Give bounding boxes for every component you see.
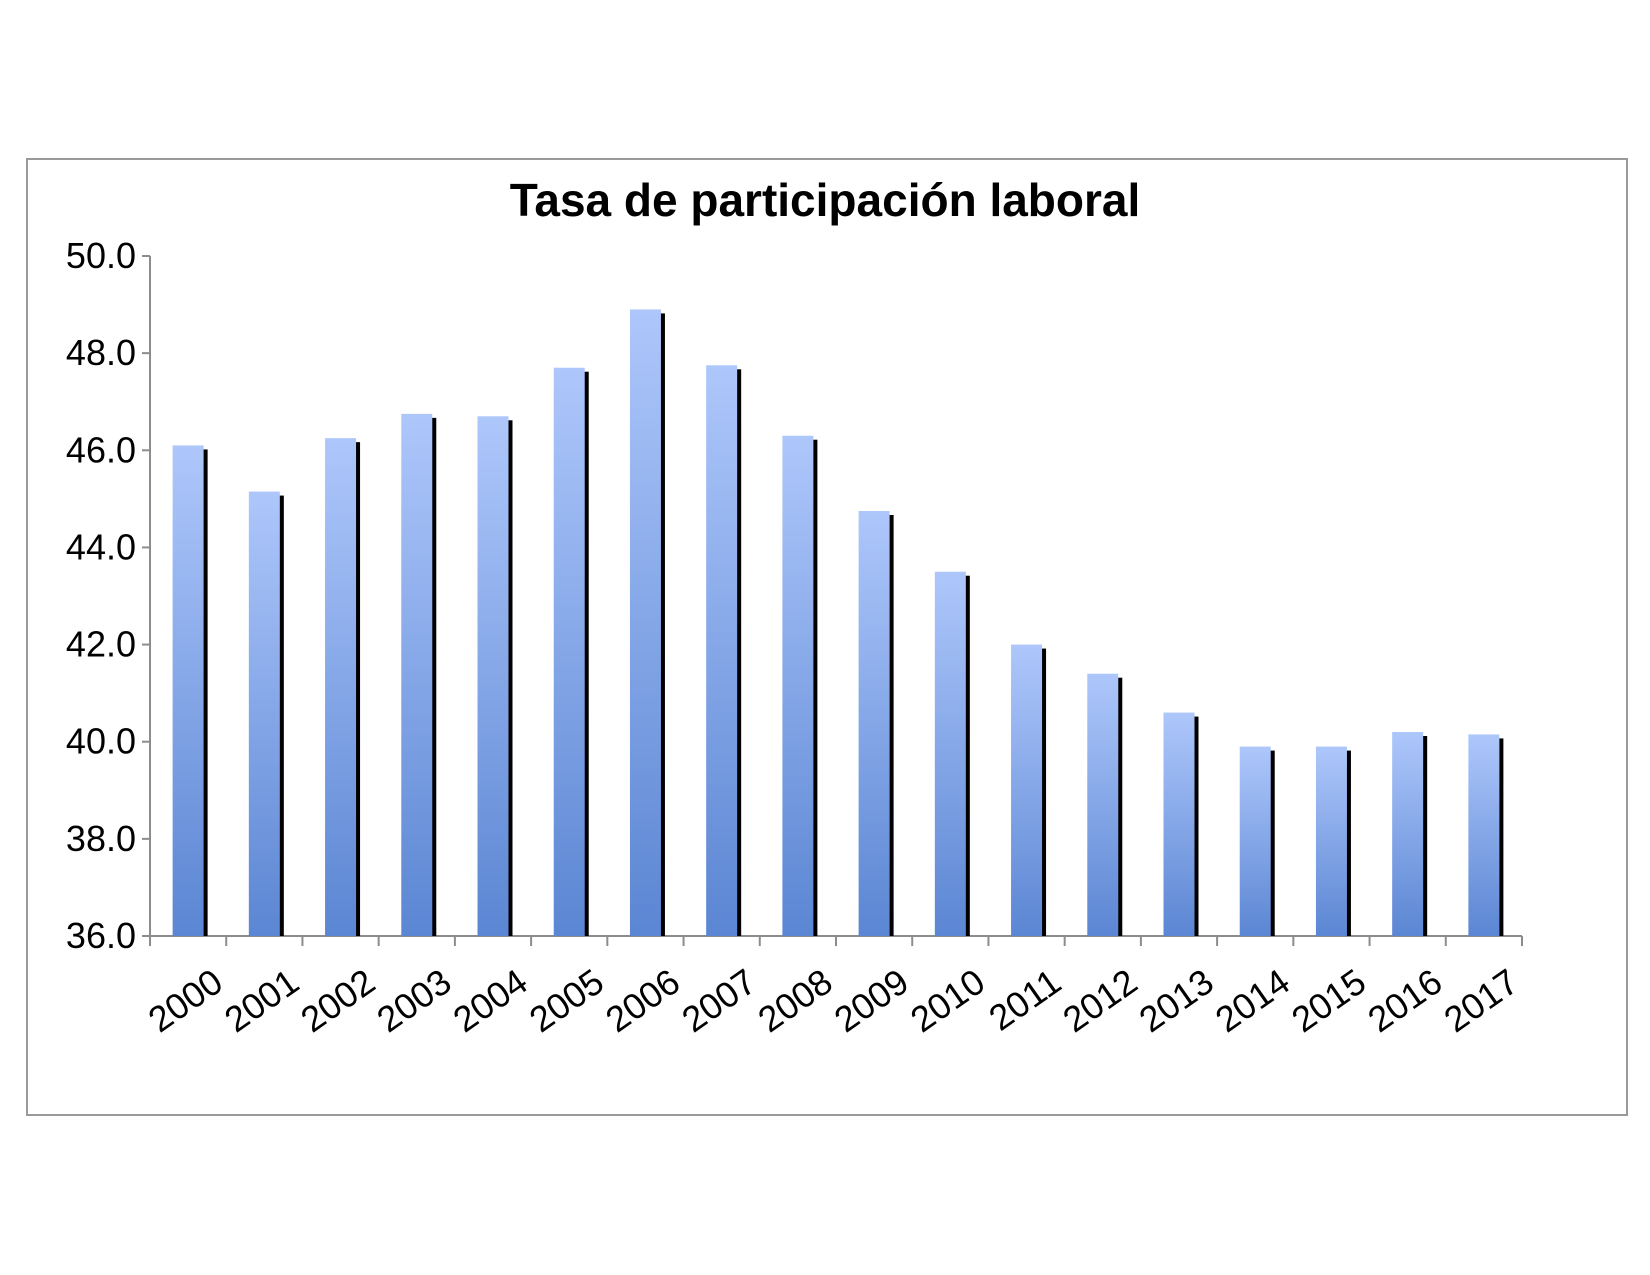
chart-title: Tasa de participación laboral [510,174,1141,226]
bar-2010 [934,571,966,936]
chart-frame: Tasa de participación laboral 36.0 38.0 40… [26,158,1628,1116]
x-tick-label: 2004 [446,961,535,1041]
x-tick-label: 2016 [1360,961,1449,1041]
bar-2000 [172,445,204,936]
y-tick-label: 42.0 [66,624,136,665]
x-tick-label: 2003 [369,961,458,1041]
bar-2012 [1087,673,1119,936]
x-tick-label: 2012 [1055,961,1144,1041]
x-tick-label: 2011 [981,961,1068,1039]
bar-2016 [1392,732,1424,936]
bar-2002 [325,438,357,936]
x-tick-label: 2010 [903,961,992,1041]
bar-2007 [706,365,738,936]
y-tick-label: 50.0 [66,235,136,276]
x-tick-label: 2005 [522,961,611,1041]
bar-2015 [1315,746,1347,936]
bar-2009 [858,511,890,936]
bar-2017 [1468,734,1500,936]
x-tick-label: 2002 [293,961,382,1041]
y-tick-label: 48.0 [66,332,136,373]
bar-2013 [1163,712,1195,936]
y-axis: 36.0 38.0 40.0 42.0 44.0 46.0 48.0 50.0 [66,235,151,956]
bar-2005 [553,367,585,936]
x-tick-label: 2014 [1208,961,1297,1041]
x-tick-label: 2009 [827,961,916,1041]
x-tick-label: 2000 [141,961,230,1041]
x-tick-label: 2001 [217,961,306,1041]
bar-2006 [629,309,661,936]
x-axis [149,935,1523,946]
y-tick-label: 38.0 [66,818,136,859]
bar-2008 [782,435,814,936]
bar-series [172,309,1504,936]
x-tick-label: 2013 [1132,961,1221,1041]
y-tick-label: 40.0 [66,721,136,762]
x-tick-label: 2006 [598,961,687,1041]
bar-2011 [1011,644,1043,936]
bar-2004 [477,416,509,936]
x-tick-label: 2017 [1436,961,1525,1041]
category-labels: 2000200120022003200420052006200720082009… [141,961,1526,1041]
y-tick-label: 36.0 [66,915,136,956]
x-tick-label: 2015 [1284,961,1373,1041]
bar-2003 [401,413,433,936]
bar-2001 [248,491,280,936]
x-tick-label: 2008 [750,961,839,1041]
x-tick-label: 2007 [674,961,763,1041]
bar-2014 [1239,746,1271,936]
y-tick-label: 44.0 [66,526,136,567]
bar-chart: Tasa de participación laboral 36.0 38.0 40… [66,174,1526,1041]
y-tick-label: 46.0 [66,429,136,470]
